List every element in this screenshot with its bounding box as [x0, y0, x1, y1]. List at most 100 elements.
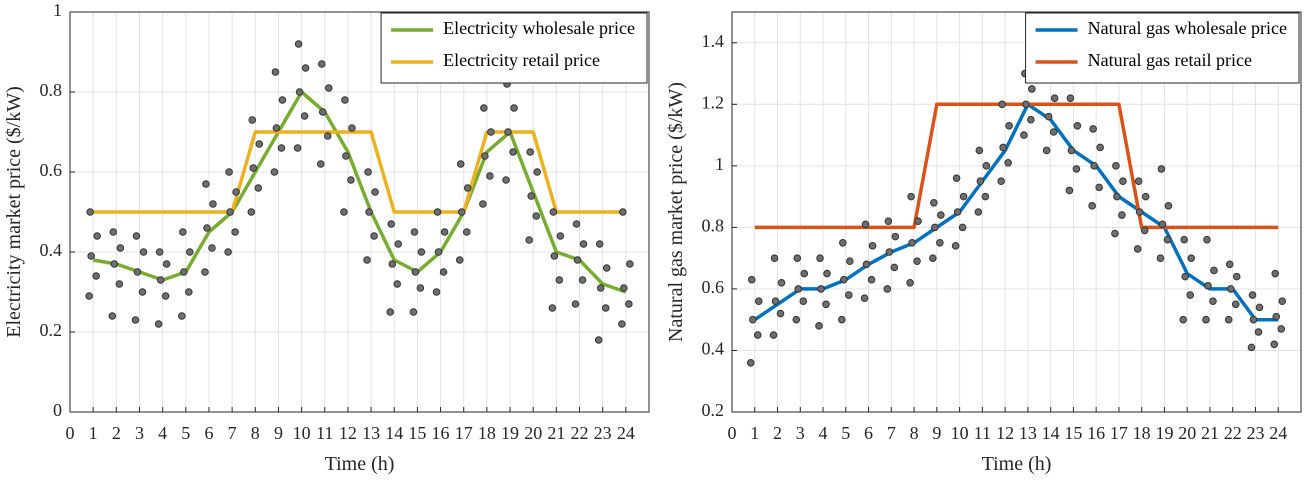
- sample-point: [433, 208, 442, 216]
- sample-point: [620, 284, 628, 292]
- sample-point: [316, 160, 325, 168]
- sample-point: [108, 312, 117, 320]
- sample-point: [914, 217, 922, 226]
- x-tick-label: 3: [135, 423, 144, 443]
- sample-point: [226, 208, 234, 216]
- sample-point: [277, 144, 286, 152]
- sample-point: [626, 260, 634, 268]
- x-tick-label: 1: [89, 423, 98, 443]
- sample-point: [504, 128, 512, 136]
- sample-point: [937, 211, 945, 219]
- x-tick-label: 19: [1155, 423, 1173, 443]
- sample-point: [800, 269, 809, 278]
- x-tick-label: 15: [408, 423, 426, 443]
- sample-point: [480, 104, 488, 112]
- sample-point: [794, 285, 803, 293]
- sample-point: [456, 160, 465, 168]
- sample-point: [409, 308, 418, 316]
- sample-point: [817, 285, 825, 293]
- sample-point: [549, 208, 558, 216]
- sample-point: [999, 143, 1007, 152]
- sample-point: [294, 40, 303, 48]
- sample-point: [1231, 300, 1240, 309]
- sample-point: [959, 192, 968, 201]
- x-tick-label: 21: [1201, 423, 1219, 443]
- sample-point: [998, 100, 1006, 109]
- sample-point: [867, 275, 876, 284]
- sample-point: [1226, 285, 1235, 293]
- sample-point: [364, 168, 372, 176]
- sample-point: [93, 232, 101, 240]
- series-line: [93, 130, 626, 214]
- sample-point: [793, 254, 802, 262]
- legend-label: Electricity retail price: [443, 50, 600, 70]
- sample-point: [883, 285, 892, 293]
- sample-point: [271, 68, 280, 76]
- sample-point: [1225, 260, 1234, 269]
- x-tick-label: 3: [796, 423, 805, 443]
- legend-box: [380, 12, 648, 84]
- y-tick-label: 0.6: [40, 160, 63, 180]
- x-tick-label: 11: [974, 423, 991, 443]
- sample-point: [139, 248, 148, 256]
- sample-point: [208, 244, 216, 252]
- x-tick-label: 7: [228, 423, 237, 443]
- sample-point: [1119, 177, 1127, 186]
- sample-point: [1096, 143, 1104, 152]
- sample-point: [1049, 128, 1058, 136]
- y-axis-label: Electricity market price ($/kW): [3, 86, 25, 338]
- sample-point: [110, 260, 119, 268]
- sample-point: [533, 168, 542, 176]
- sample-point: [270, 168, 279, 176]
- x-tick-label: 20: [524, 423, 542, 443]
- sample-point: [371, 188, 379, 196]
- sample-point: [116, 244, 125, 252]
- sample-point: [1179, 315, 1187, 324]
- sample-point: [161, 292, 170, 300]
- sample-point: [387, 220, 396, 228]
- sample-point: [981, 192, 990, 201]
- y-tick-label: 0.2: [702, 400, 725, 420]
- legend-box: [1025, 12, 1300, 84]
- sample-point: [1044, 112, 1053, 121]
- x-tick-label: 24: [617, 423, 635, 443]
- sample-point: [936, 238, 944, 247]
- sample-point: [432, 288, 441, 296]
- sample-point: [860, 294, 869, 302]
- sample-point: [1066, 94, 1075, 102]
- x-tick-label: 9: [932, 423, 941, 443]
- sample-point: [578, 276, 587, 284]
- sample-point: [87, 252, 95, 260]
- sample-point: [777, 278, 786, 287]
- x-tick-label: 6: [864, 423, 873, 443]
- sample-point: [295, 88, 304, 96]
- legend: Electricity wholesale price Electricity r…: [380, 12, 648, 84]
- sample-point: [815, 322, 823, 330]
- sample-point: [527, 192, 536, 200]
- sample-point: [231, 228, 239, 236]
- sample-point: [596, 284, 605, 292]
- legend: Natural gas wholesale price Natural gas r…: [1025, 12, 1300, 84]
- sample-point: [201, 268, 209, 276]
- sample-point: [1050, 94, 1059, 102]
- sample-point: [347, 176, 355, 184]
- sample-point: [254, 184, 263, 192]
- x-tick-label: 16: [1087, 423, 1105, 443]
- sample-point: [556, 232, 565, 240]
- x-tick-label: 10: [293, 423, 311, 443]
- sample-point: [202, 180, 210, 188]
- sample-point: [573, 256, 582, 264]
- sample-point: [1022, 100, 1030, 109]
- sample-point: [526, 148, 535, 156]
- sample-point: [1255, 303, 1264, 312]
- x-tick-label: 5: [841, 423, 850, 443]
- sample-point: [138, 288, 147, 296]
- sample-point: [440, 228, 449, 236]
- sample-point: [1073, 122, 1082, 130]
- sample-point: [278, 96, 287, 104]
- y-tick-label: 0: [53, 400, 62, 420]
- sample-point: [502, 176, 510, 184]
- sample-point: [509, 148, 517, 156]
- sample-point: [109, 228, 118, 236]
- sample-point: [180, 268, 188, 276]
